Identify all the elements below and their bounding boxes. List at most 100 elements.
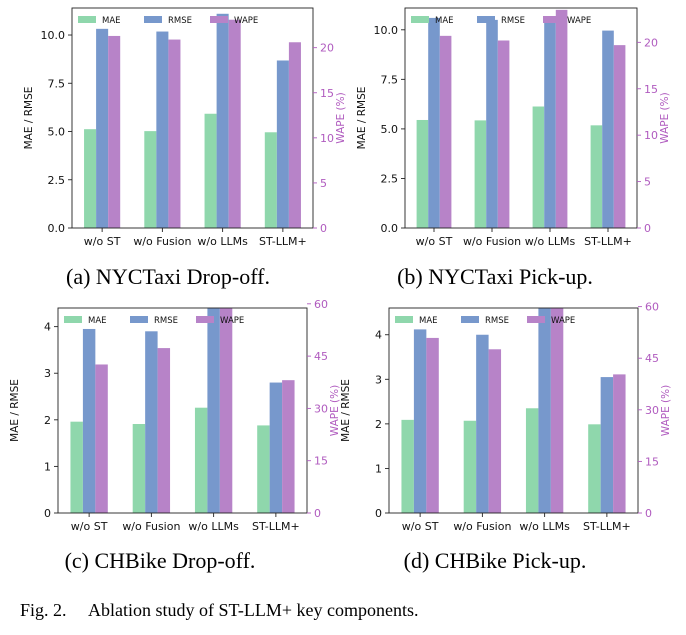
x-tick-label: ST-LLM+ (584, 235, 632, 248)
bar-mae-4 (264, 132, 277, 228)
chart-panel-2: 0.0 2.5 5.0 7.5 10.0 0 5 10 15 20 w/o ST w/o Fusion… (356, 7, 671, 289)
y-axis-right-label: WAPE (%) (659, 92, 671, 143)
bar-rmse-4 (269, 382, 283, 513)
bar-rmse-1 (413, 329, 427, 513)
left-tick-label: 1 (44, 460, 51, 473)
bar-rmse-3 (538, 308, 551, 513)
left-tick-label: 10.0 (41, 29, 66, 42)
x-tick-label: w/o LLMs (197, 235, 248, 248)
legend-label-rmse: RMSE (485, 316, 509, 326)
x-tick-label: ST-LLM+ (252, 520, 300, 533)
y-axis-label: MAE / RMSE (23, 87, 35, 150)
legend-swatch-rmse (130, 316, 148, 323)
bar-wape-2 (157, 348, 171, 513)
right-tick-label: 10 (320, 132, 334, 145)
legend-label-wape: WAPE (551, 316, 575, 326)
bar-mae-3 (525, 408, 539, 513)
left-tick-label: 2.5 (381, 172, 399, 185)
right-tick-label: 0 (320, 222, 327, 235)
bar-mae-1 (401, 419, 414, 513)
legend-swatch-wape (196, 316, 214, 323)
right-tick-label: 5 (320, 177, 327, 190)
bar-rmse-2 (476, 334, 489, 513)
figure-caption-label: Fig. 2. (20, 600, 67, 620)
x-tick-label: w/o ST (416, 235, 453, 248)
left-tick-label: 0 (44, 507, 51, 520)
bar-mae-1 (70, 421, 83, 513)
sub-caption: (d) CHBike Pick-up. (404, 548, 587, 573)
right-tick-label: 15 (320, 87, 334, 100)
left-tick-label: 4 (375, 329, 382, 342)
bar-rmse-3 (544, 17, 556, 228)
legend-label-wape: WAPE (567, 16, 591, 26)
figure-caption: Fig. 2. Ablation study of ST-LLM+ key co… (20, 600, 419, 621)
left-tick-label: 3 (375, 373, 382, 386)
bar-rmse-1 (82, 328, 96, 513)
bar-rmse-3 (207, 308, 220, 513)
x-tick-label: w/o LLMs (188, 520, 239, 533)
bar-mae-3 (532, 106, 545, 228)
y-axis-right-label: WAPE (%) (329, 385, 341, 436)
y-axis-label: MAE / RMSE (340, 379, 352, 442)
right-tick-label: 0 (314, 507, 321, 520)
legend-swatch-mae (64, 316, 82, 323)
chart-panel-4: 0 1 2 3 4 0 15 30 45 60 w/o ST w/o Fusion w/o LLMs ST… (340, 301, 672, 573)
legend-label-mae: MAE (419, 316, 438, 326)
bar-wape-1 (426, 337, 439, 513)
legend-swatch-wape (527, 316, 545, 323)
legend-label-rmse: RMSE (501, 16, 525, 26)
legend-swatch-mae (78, 16, 96, 23)
y-axis-right-label: WAPE (%) (335, 92, 347, 143)
y-axis-right-label: WAPE (%) (660, 385, 672, 436)
chart-panel-1: 0.0 2.5 5.0 7.5 10.0 0 5 10 15 20 w/o ST w/o Fusion… (23, 7, 347, 289)
bar-mae-2 (144, 131, 157, 228)
legend-swatch-rmse (461, 316, 479, 323)
bar-mae-2 (474, 120, 487, 228)
sub-caption: (c) CHBike Drop-off. (65, 548, 256, 573)
legend-label-mae: MAE (88, 316, 107, 326)
legend-swatch-rmse (144, 16, 162, 23)
left-tick-label: 1 (375, 462, 382, 475)
left-tick-label: 5.0 (381, 123, 399, 136)
x-tick-label: w/o Fusion (463, 235, 521, 248)
bar-wape-3 (228, 19, 241, 228)
bar-mae-4 (588, 424, 601, 513)
bar-mae-1 (416, 119, 429, 228)
left-tick-label: 0.0 (48, 222, 66, 235)
x-tick-label: ST-LLM+ (583, 520, 631, 533)
bar-rmse-2 (486, 19, 498, 228)
left-tick-label: 4 (44, 321, 51, 334)
x-tick-label: w/o LLMs (519, 520, 570, 533)
bar-mae-4 (257, 425, 270, 513)
x-tick-label: w/o ST (71, 520, 108, 533)
bar-mae-4 (590, 125, 603, 228)
x-tick-label: w/o Fusion (453, 520, 511, 533)
bar-wape-1 (439, 35, 452, 228)
plot-frame (71, 7, 314, 229)
bar-mae-1 (84, 129, 97, 228)
right-tick-label: 15 (644, 83, 658, 96)
legend-label-mae: MAE (435, 16, 454, 26)
bar-wape-4 (282, 380, 295, 513)
x-tick-label: w/o ST (84, 235, 121, 248)
right-tick-label: 45 (645, 352, 659, 365)
plot-frame (404, 7, 638, 229)
bar-mae-3 (204, 113, 217, 228)
left-tick-label: 2.5 (48, 174, 66, 187)
right-tick-label: 0 (644, 222, 651, 235)
y-axis-label: MAE / RMSE (356, 87, 368, 150)
bar-wape-4 (288, 42, 301, 229)
bar-mae-2 (463, 420, 477, 513)
bar-wape-1 (95, 364, 108, 513)
bar-mae-2 (132, 424, 146, 513)
left-tick-label: 3 (44, 367, 51, 380)
right-tick-label: 30 (314, 402, 328, 415)
x-tick-label: w/o LLMs (525, 235, 576, 248)
bar-wape-4 (613, 374, 626, 513)
left-tick-label: 0.0 (381, 222, 399, 235)
right-tick-label: 15 (314, 455, 328, 468)
bar-wape-2 (497, 40, 510, 228)
legend-label-rmse: RMSE (168, 16, 192, 26)
bar-rmse-2 (145, 331, 158, 513)
legend-swatch-mae (395, 316, 413, 323)
